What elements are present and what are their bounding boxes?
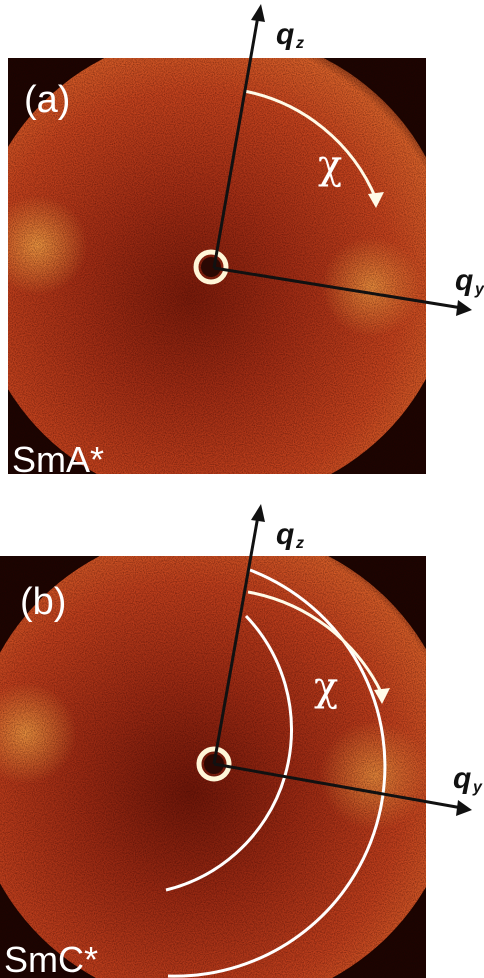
qy-subscript: y bbox=[472, 779, 483, 796]
qy-arrowhead bbox=[456, 300, 472, 316]
chi-arc bbox=[243, 89, 378, 200]
chi-label: χ bbox=[314, 664, 338, 710]
qy-axis-line bbox=[213, 266, 463, 310]
qy-label: q bbox=[453, 762, 471, 795]
panel-label: (a) bbox=[24, 79, 70, 121]
chi-label: χ bbox=[318, 142, 342, 188]
qy-arrowhead bbox=[456, 800, 472, 816]
qz-arrowhead bbox=[251, 504, 265, 522]
qz-arrowhead bbox=[251, 4, 265, 22]
beamstop-ring bbox=[193, 249, 229, 285]
qy-axis-line bbox=[213, 762, 463, 810]
outer-ring-arc bbox=[167, 568, 387, 978]
phase-label: SmA* bbox=[12, 439, 104, 480]
qy-subscript: y bbox=[474, 281, 484, 298]
chi-arrowhead bbox=[374, 688, 390, 704]
qz-subscript: z bbox=[295, 535, 304, 552]
phase-label: SmC* bbox=[4, 939, 98, 978]
chi-arc bbox=[247, 590, 384, 695]
qz-label: q bbox=[276, 518, 294, 551]
panel-a-graphic: (a) SmA* χ q z q y bbox=[8, 4, 484, 480]
chi-arrowhead bbox=[368, 192, 384, 208]
qz-label: q bbox=[276, 18, 294, 51]
scattering-panel-b: (b) SmC* χ q z q y bbox=[0, 498, 484, 978]
qz-subscript: z bbox=[295, 35, 304, 52]
qz-axis-line bbox=[212, 515, 260, 765]
qy-label: q bbox=[455, 264, 473, 297]
panel-b-graphic: (b) SmC* χ q z q y bbox=[0, 504, 483, 978]
qz-axis-line bbox=[212, 15, 260, 269]
scattering-panel-a: (a) SmA* χ q z q y bbox=[0, 0, 484, 480]
panel-label: (b) bbox=[20, 581, 66, 623]
beamstop-ring bbox=[196, 746, 232, 782]
